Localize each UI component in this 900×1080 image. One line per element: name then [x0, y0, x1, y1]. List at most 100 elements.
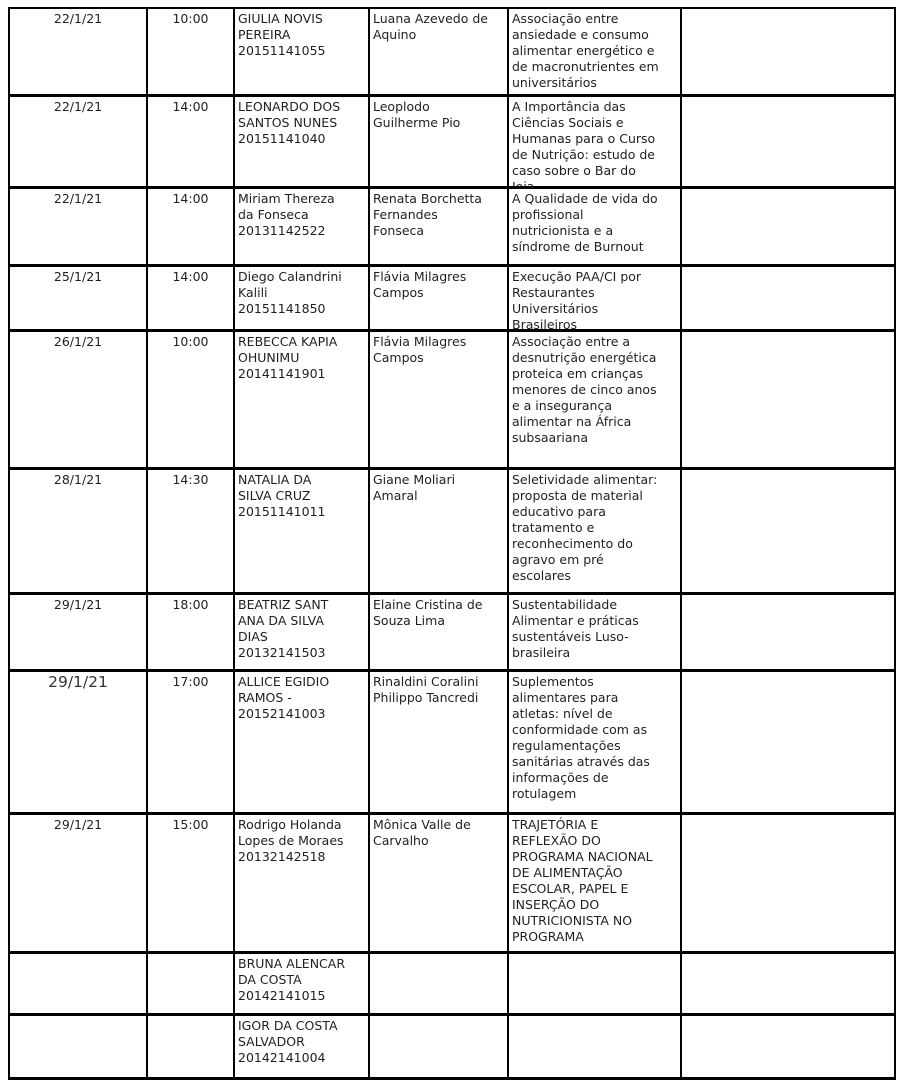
cell-time-text: 14:30 — [172, 472, 209, 487]
cell-notes — [680, 7, 896, 97]
cell-date-text: 22/1/21 — [53, 11, 103, 26]
cell-student-text: NATALIA DA SILVA CRUZ 20151141011 — [238, 472, 326, 519]
table-row: 29/1/21 15:00 Rodrigo Holanda Lopes de Mor… — [8, 812, 896, 954]
cell-title: A Importância das Ciências Sociais e Hum… — [507, 94, 682, 189]
table-body: 22/1/21 10:00 GIULIA NOVIS PEREIRA 2015114… — [8, 7, 896, 1080]
cell-time-text: 14:00 — [172, 99, 209, 114]
cell-notes — [680, 669, 896, 815]
cell-advisor — [368, 951, 509, 1016]
cell-student-text: BEATRIZ SANT ANA DA SILVA DIAS 201321415… — [238, 597, 329, 660]
cell-time-text: 15:00 — [172, 817, 209, 832]
cell-notes — [680, 186, 896, 267]
cell-title-text: A Importância das Ciências Sociais e Hum… — [512, 99, 656, 186]
schedule-table: 22/1/21 10:00 GIULIA NOVIS PEREIRA 2015114… — [8, 7, 896, 1080]
cell-notes-text — [682, 954, 894, 1013]
cell-time-text: 14:00 — [172, 191, 209, 206]
cell-date: 22/1/21 — [8, 7, 148, 97]
cell-date: 22/1/21 — [8, 94, 148, 189]
cell-notes-text — [682, 189, 894, 264]
cell-notes-text — [682, 97, 894, 186]
cell-student: GIULIA NOVIS PEREIRA 20151141055 — [233, 7, 370, 97]
cell-time-text: 18:00 — [172, 597, 209, 612]
cell-title — [507, 951, 682, 1016]
cell-date: 22/1/21 — [8, 186, 148, 267]
cell-advisor: Giane Moliari Amaral — [368, 467, 509, 595]
cell-title-text — [509, 1016, 680, 1077]
cell-title: Associação entre ansiedade e consumo ali… — [507, 7, 682, 97]
cell-student: ALLICE EGIDIO RAMOS - 20152141003 — [233, 669, 370, 815]
cell-student: Rodrigo Holanda Lopes de Moraes 20132142… — [233, 812, 370, 954]
cell-time: 17:00 — [146, 669, 235, 815]
cell-title-text: Associação entre ansiedade e consumo ali… — [512, 11, 659, 90]
cell-notes-text — [682, 595, 894, 669]
cell-student-text: Rodrigo Holanda Lopes de Moraes 20132142… — [238, 817, 344, 864]
cell-time-text — [148, 954, 233, 1013]
cell-notes — [680, 329, 896, 470]
cell-time: 10:00 — [146, 7, 235, 97]
table-row: 25/1/21 14:00 Diego Calandrini Kalili 2015… — [8, 264, 896, 332]
cell-notes — [680, 592, 896, 672]
cell-date — [8, 1013, 148, 1080]
cell-date: 28/1/21 — [8, 467, 148, 595]
cell-time: 10:00 — [146, 329, 235, 470]
table-row: 29/1/21 18:00 BEATRIZ SANT ANA DA SILVA DI… — [8, 592, 896, 672]
cell-advisor-text: Mônica Valle de Carvalho — [373, 817, 471, 848]
cell-time — [146, 1013, 235, 1080]
cell-date-text: 22/1/21 — [53, 99, 103, 114]
cell-advisor-text: Flávia Milagres Campos — [373, 269, 467, 300]
cell-notes — [680, 1013, 896, 1080]
cell-date: 25/1/21 — [8, 264, 148, 332]
cell-advisor-text: Elaine Cristina de Souza Lima — [373, 597, 483, 628]
cell-time: 15:00 — [146, 812, 235, 954]
table-row: 29/1/21 17:00 ALLICE EGIDIO RAMOS - 201521… — [8, 669, 896, 815]
cell-title-text — [509, 954, 680, 1013]
cell-student-text: GIULIA NOVIS PEREIRA 20151141055 — [238, 11, 326, 58]
cell-advisor-text: Luana Azevedo de Aquino — [373, 11, 488, 42]
cell-time: 18:00 — [146, 592, 235, 672]
cell-advisor-text: Renata Borchetta Fernandes Fonseca — [373, 191, 482, 238]
cell-advisor: Renata Borchetta Fernandes Fonseca — [368, 186, 509, 267]
cell-notes-text — [682, 1016, 894, 1077]
cell-student: BEATRIZ SANT ANA DA SILVA DIAS 201321415… — [233, 592, 370, 672]
cell-time: 14:30 — [146, 467, 235, 595]
table-row: 26/1/21 10:00 REBECCA KAPIA OHUNIMU 201411… — [8, 329, 896, 470]
cell-time: 14:00 — [146, 264, 235, 332]
cell-date-text: 29/1/21 — [53, 817, 103, 832]
cell-date: 29/1/21 — [8, 812, 148, 954]
cell-notes-text — [682, 470, 894, 592]
cell-date-text: 29/1/21 — [48, 673, 108, 691]
table-row: 22/1/21 14:00 Miriam Thereza da Fonseca 20… — [8, 186, 896, 267]
cell-title-text: Seletividade alimentar: proposta de mate… — [512, 472, 658, 583]
cell-advisor: Flávia Milagres Campos — [368, 329, 509, 470]
cell-date: 29/1/21 — [8, 592, 148, 672]
cell-date-text: 26/1/21 — [53, 334, 103, 349]
cell-time-text — [148, 1016, 233, 1077]
cell-student-text: ALLICE EGIDIO RAMOS - 20152141003 — [238, 674, 330, 721]
cell-advisor: Mônica Valle de Carvalho — [368, 812, 509, 954]
cell-date-text: 28/1/21 — [53, 472, 103, 487]
cell-student: IGOR DA COSTA SALVADOR 20142141004 — [233, 1013, 370, 1080]
cell-student: Diego Calandrini Kalili 20151141850 — [233, 264, 370, 332]
table-row: 22/1/21 14:00 LEONARDO DOS SANTOS NUNES 20… — [8, 94, 896, 189]
cell-notes — [680, 951, 896, 1016]
cell-advisor — [368, 1013, 509, 1080]
cell-advisor-text — [370, 954, 507, 1013]
cell-student-text: IGOR DA COSTA SALVADOR 20142141004 — [238, 1018, 338, 1065]
cell-advisor: Luana Azevedo de Aquino — [368, 7, 509, 97]
cell-title-text: Suplementos alimentares para atletas: ní… — [512, 674, 650, 801]
cell-student-text: BRUNA ALENCAR DA COSTA 20142141015 — [238, 956, 346, 1003]
cell-title-text: Execução PAA/CI por Restaurantes Univers… — [512, 269, 642, 329]
cell-date-text — [10, 1016, 146, 1077]
cell-time-text: 14:00 — [172, 269, 209, 284]
cell-time: 14:00 — [146, 186, 235, 267]
table-row: 22/1/21 10:00 GIULIA NOVIS PEREIRA 2015114… — [8, 7, 896, 97]
table-row: BRUNA ALENCAR DA COSTA 20142141015 — [8, 951, 896, 1016]
cell-notes — [680, 467, 896, 595]
cell-date-text — [10, 954, 146, 1013]
cell-title-text: Sustentabilidade Alimentar e práticas su… — [512, 597, 639, 660]
cell-time-text: 17:00 — [172, 674, 209, 689]
cell-advisor: Elaine Cristina de Souza Lima — [368, 592, 509, 672]
cell-student: LEONARDO DOS SANTOS NUNES 20151141040 — [233, 94, 370, 189]
cell-student-text: REBECCA KAPIA OHUNIMU 20141141901 — [238, 334, 338, 381]
cell-title: A Qualidade de vida do profissional nutr… — [507, 186, 682, 267]
